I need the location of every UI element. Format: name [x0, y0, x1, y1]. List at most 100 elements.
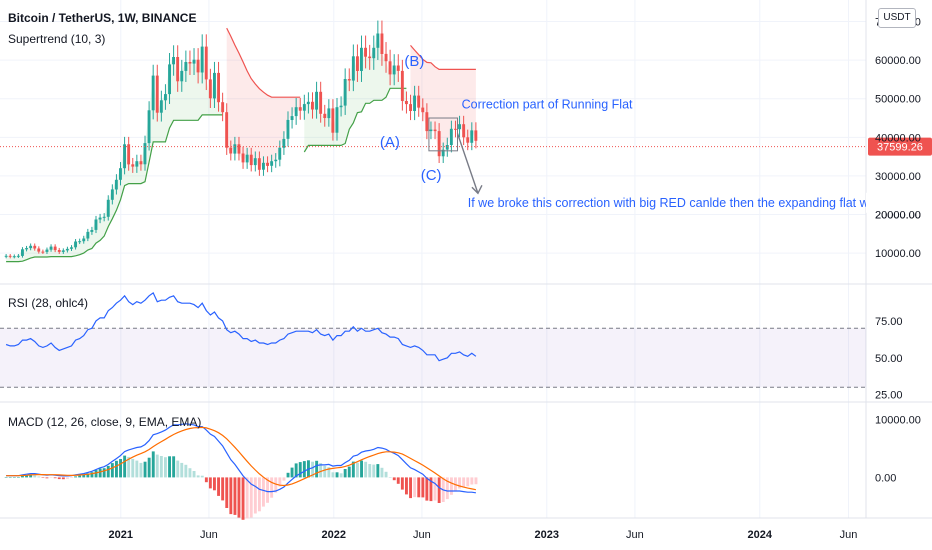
candle-body-5	[25, 248, 28, 250]
macd-hist-108	[445, 477, 449, 500]
candle-body-112	[462, 124, 466, 138]
macd-hist-21	[90, 472, 94, 478]
supertrend-fill-2	[304, 33, 407, 152]
currency-button[interactable]: USDT	[878, 8, 916, 28]
candle-body-81	[335, 107, 339, 133]
candle-body-26	[110, 189, 114, 200]
candle-body-78	[323, 113, 327, 118]
macd-hist-38	[159, 456, 163, 478]
macd-hist-22	[94, 470, 98, 478]
macd-hist-7	[33, 475, 37, 478]
macd-hist-79	[327, 467, 331, 478]
candle-body-18	[78, 241, 82, 243]
macd-hist-58	[241, 477, 245, 520]
candle-body-85	[351, 56, 355, 81]
candle-body-17	[74, 241, 77, 248]
candle-body-15	[65, 248, 69, 251]
signal-line	[6, 426, 477, 491]
macd-hist-44	[184, 464, 188, 478]
candle-body-11	[49, 246, 53, 250]
time-tick-2: 2022	[322, 529, 346, 541]
macd-hist-30	[127, 456, 131, 478]
candle-body-43	[180, 70, 184, 82]
candle-body-80	[331, 108, 335, 133]
time-tick-6: 2024	[748, 529, 773, 541]
macd-hist-25	[106, 465, 110, 478]
macd-hist-4	[21, 475, 24, 478]
candle-body-57	[237, 144, 241, 154]
candle-body-96	[396, 65, 400, 71]
candle-body-36	[151, 75, 155, 111]
macd-hist-59	[245, 477, 249, 519]
last-price-tag	[868, 137, 932, 156]
macd-hist-24	[102, 468, 106, 478]
macd-hist-39	[164, 457, 167, 478]
macd-hist-81	[335, 472, 339, 478]
candle-body-82	[339, 105, 343, 108]
wave-c-label: (C)	[421, 167, 442, 184]
candle-body-32	[135, 161, 139, 167]
macd-hist-80	[331, 472, 335, 478]
macd-hist-45	[188, 468, 192, 478]
supertrend-fill-0	[6, 46, 223, 262]
macd-hist-111	[458, 477, 461, 489]
macd-hist-29	[123, 455, 127, 478]
time-tick-3: Jun	[413, 529, 431, 541]
candle-body-66	[274, 159, 278, 162]
supertrend-line-0	[6, 114, 223, 263]
candle-body-97	[400, 70, 404, 101]
candle-body-103	[425, 112, 429, 132]
macd-hist-63	[262, 477, 265, 507]
rsi-line	[5, 291, 477, 362]
macd-hist-94	[388, 477, 392, 478]
macd-line	[6, 423, 476, 494]
symbol-title: Bitcoin / TetherUS, 1W, BINANCE	[8, 11, 197, 25]
macd-hist-65	[270, 477, 274, 498]
candle-body-42	[176, 57, 180, 82]
candle-body-109	[449, 128, 453, 145]
macd-hist-41	[172, 456, 176, 478]
macd-hist-91	[376, 464, 380, 478]
candle-body-106	[437, 131, 441, 157]
macd-hist-23	[98, 468, 102, 478]
macd-hist-100	[413, 477, 417, 498]
candle-body-39	[164, 94, 167, 101]
candle-body-27	[114, 179, 118, 190]
candle-body-56	[233, 144, 237, 154]
macd-hist-113	[466, 477, 470, 487]
macd-hist-102	[421, 477, 425, 498]
time-tick-1: Jun	[200, 529, 218, 541]
macd-hist-0	[4, 477, 8, 478]
macd-hist-114	[470, 477, 474, 485]
candle-body-62	[257, 158, 261, 170]
macd-hist-1	[8, 477, 12, 478]
macd-hist-20	[86, 473, 90, 478]
macd-hist-103	[425, 477, 429, 501]
macd-hist-50	[208, 477, 212, 489]
time-tick-7: Jun	[840, 529, 858, 541]
macd-hist-88	[364, 461, 368, 478]
candle-body-16	[70, 247, 73, 249]
macd-hist-67	[278, 477, 282, 487]
candle-body-7	[33, 245, 37, 249]
price-tick-6: 10000.00	[875, 248, 921, 260]
macd-hist-72	[298, 462, 302, 478]
last-price-label: 37599.26	[877, 142, 923, 154]
candle-body-108	[445, 145, 449, 150]
candle-body-110	[454, 128, 457, 130]
macd-hist-12	[53, 477, 57, 479]
candle-body-88	[364, 47, 367, 57]
candle-body-74	[306, 101, 310, 105]
time-tick-0: 2021	[109, 529, 133, 541]
price-tick-3: 40000.00	[875, 132, 921, 144]
candle-body-3	[16, 255, 20, 257]
arrow-head	[471, 184, 483, 195]
macd-hist-70	[290, 467, 294, 478]
macd-hist-98	[405, 477, 408, 495]
candle-body-72	[298, 107, 302, 111]
macd-hist-62	[258, 477, 261, 512]
wave-a-label: (A)	[380, 134, 400, 151]
macd-hist-53	[221, 477, 225, 501]
macd-hist-14	[61, 477, 65, 480]
